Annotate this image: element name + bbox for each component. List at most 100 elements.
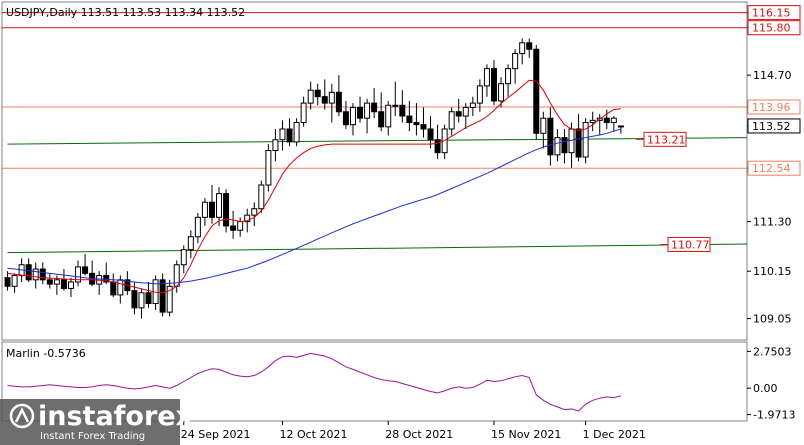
candle-body	[32, 268, 39, 281]
x-tick-label: 24 Sep 2021	[181, 428, 251, 441]
ma-slow-line	[7, 128, 622, 285]
candle-body	[166, 285, 173, 313]
level-label: 113.96	[752, 101, 791, 114]
candle-body	[399, 104, 406, 117]
candle-body	[251, 208, 258, 216]
candle-body	[159, 279, 166, 313]
candle-body	[194, 216, 201, 238]
level-label-box	[747, 160, 801, 176]
candle-body	[67, 281, 74, 289]
logo-name: instaforex	[38, 401, 193, 432]
candle-body	[554, 137, 561, 156]
candle-body	[208, 201, 215, 218]
trend-line	[7, 243, 748, 254]
candle-body	[476, 85, 483, 104]
candle-body	[392, 104, 399, 107]
x-tick-label: 28 Oct 2021	[385, 428, 453, 441]
candle-body	[60, 279, 67, 289]
candle-body	[53, 279, 60, 285]
candle-body	[378, 111, 385, 128]
candle-body	[39, 268, 46, 281]
candle-body	[265, 150, 272, 186]
candle-body	[364, 102, 371, 119]
logo-mark-icon	[9, 403, 35, 429]
osc-tick-label: -1.9713	[753, 409, 795, 422]
level-label-box	[747, 20, 801, 36]
candle-body	[145, 292, 152, 305]
candle-body	[357, 106, 364, 119]
indicator-header: Marlin -0.5736	[6, 347, 86, 360]
candle-body	[103, 275, 110, 283]
y-tick-label: 110.15	[753, 265, 792, 278]
candle-body	[462, 106, 469, 117]
level-label-box	[747, 99, 801, 115]
marlin-line	[7, 352, 622, 412]
candle-body	[187, 236, 194, 251]
main-header: USDJPY,Daily 113.51 113.53 113.34 113.52	[6, 6, 245, 19]
osc-tick-label: 2.7503	[753, 345, 792, 358]
level-label: 115.80	[752, 22, 791, 35]
candle-body	[342, 111, 349, 126]
candle-body	[349, 106, 356, 126]
candle-body	[582, 122, 589, 158]
candle-body	[307, 89, 314, 104]
candle-body	[589, 119, 596, 124]
candle-body	[547, 117, 554, 156]
candle-body	[603, 117, 610, 124]
candle-body	[237, 221, 244, 231]
ma-fast-line	[7, 79, 621, 294]
y-tick-label: 109.05	[753, 313, 792, 326]
osc-tick-label: 0.00	[753, 382, 778, 395]
y-tick-label: 111.30	[753, 216, 792, 229]
trend-label-box	[667, 236, 711, 252]
candle-body	[469, 102, 476, 108]
candle-body	[448, 111, 455, 130]
candle-body	[293, 122, 300, 143]
candle-body	[201, 201, 208, 218]
level-label-box	[747, 5, 801, 21]
candle-body	[300, 102, 307, 124]
candle-body	[286, 128, 293, 143]
candle-body	[498, 83, 505, 102]
candle-body	[46, 279, 53, 285]
candle-body	[434, 139, 441, 154]
candle-body	[512, 53, 519, 70]
candle-body	[561, 137, 568, 154]
candle-body	[427, 128, 434, 141]
trend-label: 110.77	[671, 238, 710, 251]
candle-body	[617, 125, 624, 128]
candle-body	[82, 266, 89, 274]
candle-body	[131, 290, 138, 309]
candle-body	[505, 68, 512, 85]
candle-body	[11, 275, 18, 287]
current-price-label: 113.52	[752, 120, 791, 133]
candle-body	[328, 91, 335, 104]
y-tick-label: 114.70	[753, 69, 792, 82]
trend-label-box	[643, 131, 687, 147]
candle-body	[420, 124, 427, 130]
x-tick-label: 1 Dec 2021	[583, 428, 646, 441]
candle-body	[223, 193, 230, 227]
candle-body	[314, 89, 321, 98]
candle-body	[335, 91, 342, 113]
candle-body	[455, 111, 462, 117]
candle-body	[321, 96, 328, 104]
candle-body	[279, 128, 286, 141]
candle-body	[610, 117, 617, 124]
candle-body	[371, 102, 378, 113]
candle-body	[244, 214, 251, 223]
candle-body	[533, 48, 540, 134]
candle-body	[413, 122, 420, 126]
candle-body	[25, 264, 32, 281]
candle-body	[385, 104, 392, 128]
instaforex-logo: instaforex Instant Forex Trading	[0, 399, 193, 445]
candle-body	[117, 279, 124, 296]
candle-body	[575, 128, 582, 158]
candle-body	[4, 277, 11, 287]
level-label: 112.54	[752, 162, 791, 175]
trend-label: 113.21	[647, 133, 686, 146]
x-tick-label: 15 Nov 2021	[491, 428, 561, 441]
candle-body	[75, 266, 82, 283]
